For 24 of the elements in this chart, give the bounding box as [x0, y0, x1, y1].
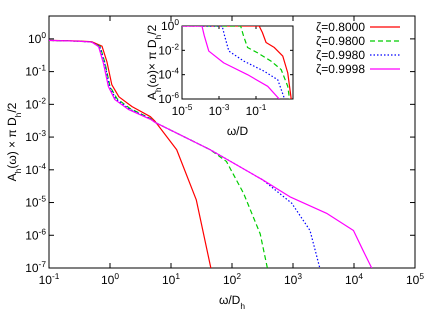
y-tick-label: 10$^{-6}$ [25, 226, 46, 242]
x-axis-title: ω/D$_{h}$ [218, 293, 246, 311]
y-tick-label: 10$^{-4}$ [158, 66, 180, 82]
y-tick-label: 10$^{-1}$ [25, 62, 46, 79]
y-tick-label: 10$^{-3}$ [25, 128, 46, 144]
y-tick-label: 10$^{0}$ [28, 30, 46, 46]
y-tick-label: 10$^{-2}$ [158, 41, 180, 58]
x-tick-label: 10$^{2}$ [222, 271, 242, 287]
legend-label: ζ=0.9800 [316, 34, 366, 48]
x-tick-label: 10$^{1}$ [162, 271, 180, 287]
x-tick-label: 10$^{5}$ [406, 271, 424, 287]
x-tick-label: 10$^{4}$ [344, 271, 364, 287]
x-axis-title: ω/D [226, 124, 249, 138]
x-tick-label: 10$^{-1}$ [246, 102, 267, 118]
x-tick-label: 10$^{-3}$ [208, 102, 230, 118]
y-tick-label: 10$^{-2}$ [25, 95, 46, 112]
y-tick-label: 10$^{0}$ [160, 17, 180, 33]
legend-label: ζ=0.9998 [316, 62, 366, 76]
x-tick-label: 10$^{0}$ [100, 271, 120, 287]
y-tick-label: 10$^{-5}$ [25, 194, 46, 210]
legend-label: ζ=0.9980 [316, 48, 366, 62]
x-tick-label: 10$^{3}$ [284, 271, 302, 287]
y-tick-label: 10$^{-4}$ [25, 160, 46, 177]
legend-label: ζ=0.8000 [316, 20, 366, 34]
